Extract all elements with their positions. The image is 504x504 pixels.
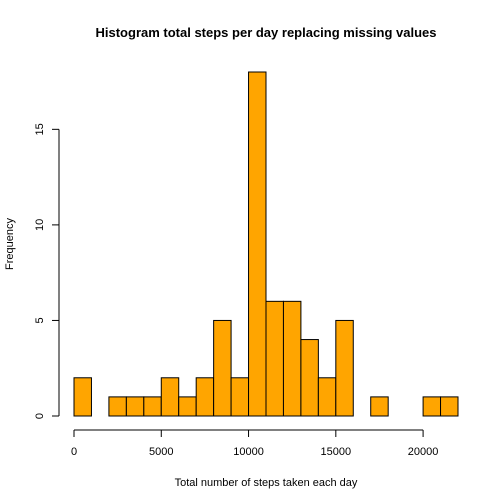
x-tick-label: 10000 (233, 446, 264, 458)
x-axis: 0 5000 10000 15000 20000 (71, 429, 439, 458)
histogram-bar (213, 319, 232, 417)
histogram-bar (143, 396, 162, 417)
x-tick-label: 20000 (408, 446, 439, 458)
x-tick-label: 0 (71, 446, 77, 458)
y-axis: 0 5 10 15 (34, 123, 60, 419)
histogram-bar (230, 377, 250, 417)
histogram-bar (440, 396, 459, 417)
y-tick-label: 5 (34, 317, 46, 323)
y-tick-label: 10 (34, 219, 46, 231)
histogram-bar (178, 396, 197, 417)
histogram-bar (335, 319, 354, 417)
histogram-bar (125, 396, 145, 417)
chart-title: Histogram total steps per day replacing … (96, 25, 437, 40)
histogram-bar (300, 339, 319, 417)
histogram-bar (422, 396, 442, 417)
x-tick-label: 15000 (321, 446, 352, 458)
bars-group (73, 71, 459, 417)
histogram-bar (282, 300, 302, 417)
x-tick-label: 5000 (149, 446, 173, 458)
x-axis-label: Total number of steps taken each day (175, 477, 358, 489)
histogram-bar (73, 377, 92, 417)
histogram-bar (108, 396, 127, 417)
histogram-bar (160, 377, 180, 417)
y-tick-label: 0 (34, 413, 46, 419)
histogram-bar (195, 377, 215, 417)
y-tick-label: 15 (34, 123, 46, 135)
y-axis-label: Frequency (4, 218, 16, 270)
histogram-bar (265, 300, 284, 417)
histogram-bar (317, 377, 337, 417)
histogram-bar (248, 71, 267, 417)
histogram-bar (370, 396, 389, 417)
